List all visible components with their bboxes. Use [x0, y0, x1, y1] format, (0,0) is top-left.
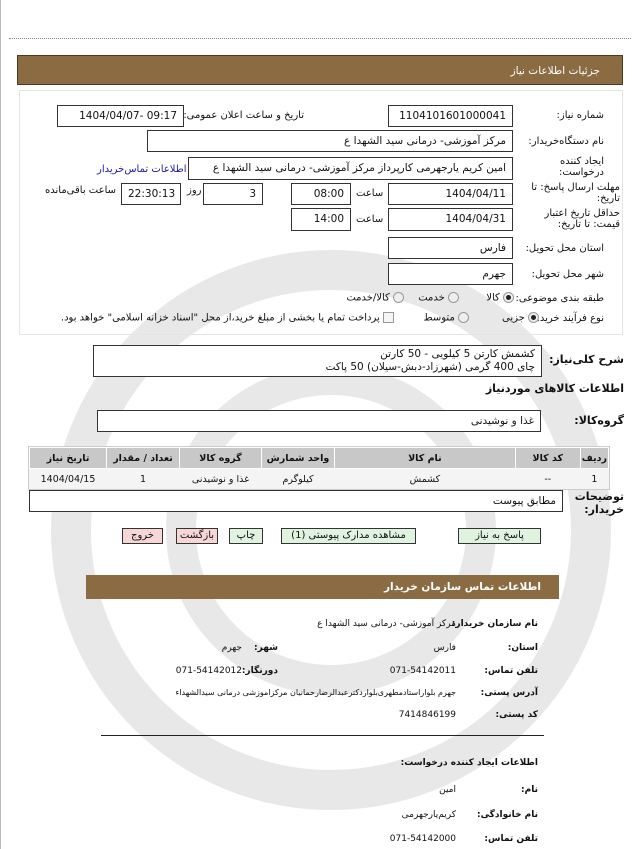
radio-icon[interactable]: [393, 292, 404, 303]
remaining-label: ساعت باقی‌مانده: [45, 185, 117, 196]
column-header: واحد شمارش: [261, 447, 335, 469]
creator-phone-label: تلفن تماس:: [484, 834, 538, 844]
summary-line: چای 400 گرمی (شهرزاد-دبش-سیلان) 50 پاکت: [325, 361, 535, 373]
notes-label: توضیحات خریدار:: [574, 490, 624, 516]
category-label: طبقه بندی موضوعی:: [515, 293, 604, 304]
deadline-time-label: ساعت: [356, 188, 384, 199]
buyer-contact-link[interactable]: اطلاعات تماس‌خریدار: [97, 164, 187, 175]
table-cell: --: [515, 468, 581, 489]
remaining-field: 22:30:13: [121, 183, 181, 205]
contact-province-label: استان:: [507, 643, 538, 653]
column-header: گروه کالا: [179, 447, 262, 469]
buyer-org-field: مرکز آموزشی- درمانی سید الشهدا ع: [147, 130, 513, 152]
checkbox-icon[interactable]: [383, 312, 394, 323]
contact-org-label: نام سازمان خریدار:: [451, 619, 538, 629]
buyer-org-label: نام دستگاه‌خریدار:: [528, 136, 604, 147]
creator-name-label: نام:: [521, 785, 538, 795]
reply-button[interactable]: پاسخ به نیاز: [458, 528, 541, 544]
summary-line: کشمش کارتن 5 کیلویی - 50 کارتن: [380, 348, 535, 360]
contact-postal-label: کد پستی:: [495, 710, 538, 720]
contact-address-label: آدرس پستی:: [480, 688, 538, 698]
table-cell: کیلوگرم: [261, 468, 335, 489]
radio-icon[interactable]: [448, 292, 459, 303]
radio-icon[interactable]: [458, 312, 469, 323]
announce-label: تاریخ و ساعت اعلان عمومی:: [183, 110, 304, 121]
category-option-both[interactable]: کالا/خدمت: [346, 292, 404, 304]
creator-name: امین: [439, 785, 456, 795]
divider: [101, 735, 544, 736]
goods-table: ردیف کد کالا نام کالا واحد شمارش گروه کا…: [28, 446, 610, 490]
view-attachments-button[interactable]: مشاهده مدارک پیوستی (1): [281, 528, 416, 544]
radio-icon[interactable]: [503, 292, 514, 303]
contact-postal: 7414846199: [398, 710, 456, 720]
table-row: 1 -- کشمش کیلوگرم غذا و نوشیدنی 1 1404/0…: [29, 468, 609, 489]
print-button[interactable]: چاپ: [229, 528, 263, 544]
need-number-field: 1104101601000041: [388, 105, 513, 127]
contact-city-label: شهر:: [254, 643, 278, 653]
summary-label: شرح کلی‌نیاز:: [549, 353, 624, 366]
creator-info-title: اطلاعات ایجاد کننده درخواست:: [400, 758, 538, 768]
province-field: فارس: [388, 237, 513, 259]
contact-province: فارس: [433, 643, 456, 653]
contact-section-header: اطلاعات تماس سازمان خریدار: [86, 575, 559, 599]
creator-family: کریم‌یارجهرمی: [401, 810, 456, 820]
table-cell: کشمش: [334, 468, 516, 489]
contact-phone: 071-54142011: [389, 666, 456, 676]
creator-phone: 071-54142000: [389, 834, 456, 844]
contact-fax: 071-54142012: [175, 666, 242, 676]
deadline-time-field: 08:00: [291, 183, 351, 205]
column-header: تاریخ نیاز: [29, 447, 107, 469]
column-header: ردیف: [579, 447, 610, 469]
summary-field: کشمش کارتن 5 کیلویی - 50 کارتن چای 400 گ…: [93, 345, 542, 377]
column-header: کد کالا: [514, 447, 581, 469]
exit-button[interactable]: خروج: [122, 528, 163, 544]
column-header: تعداد / مقدار: [106, 447, 180, 469]
page-header: جزئیات اطلاعات نیاز: [17, 55, 623, 85]
contact-org: مرکز آموزشی- درمانی سید الشهدا ع: [317, 619, 456, 629]
column-header: نام کالا: [334, 447, 516, 469]
creator-label: ایجاد کننده درخواست:: [559, 156, 604, 178]
table-cell: غذا و نوشیدنی: [179, 468, 262, 489]
contact-city: جهرم: [221, 643, 242, 653]
validity-time-field: 14:00: [291, 208, 351, 231]
table-cell: 1404/04/15: [29, 468, 107, 489]
creator-family-label: نام خانوادگی:: [476, 810, 538, 820]
payment-note: پرداخت تمام یا بخشی از مبلغ خرید،از محل …: [60, 312, 380, 324]
contact-address: جهرم بلواراستادمطهری‌بلواردکترعبدالرضارح…: [175, 688, 456, 697]
days-field: 3: [203, 183, 263, 205]
table-cell: 1: [580, 468, 609, 489]
notes-field: مطابق پیوست: [29, 490, 563, 512]
days-label: روز: [187, 185, 202, 196]
table-cell: 1: [106, 468, 180, 489]
radio-icon[interactable]: [528, 312, 539, 323]
treasury-payment-checkbox[interactable]: پرداخت تمام یا بخشی از مبلغ خرید،از محل …: [61, 312, 394, 324]
city-label: شهر محل تحویل:: [531, 269, 604, 280]
process-option-minor[interactable]: جزیی: [502, 312, 539, 324]
contact-fax-label: دورنگار:: [241, 666, 278, 676]
need-details-panel: [19, 90, 623, 335]
validity-date-field: 1404/04/31: [388, 208, 513, 231]
goods-section-title: اطلاعات کالاهای موردنیاز: [485, 382, 624, 395]
deadline-label: مهلت ارسال پاسخ: تا تاریخ:: [531, 182, 620, 204]
category-option-goods[interactable]: کالا: [486, 292, 514, 304]
need-number-label: شماره نیاز:: [556, 110, 605, 121]
process-option-medium[interactable]: متوسط: [423, 312, 469, 324]
validity-time-label: ساعت: [356, 214, 384, 225]
announce-field: 1404/04/07- 09:17: [57, 105, 184, 127]
divider: [9, 38, 631, 39]
validity-label: حداقل تاریخ اعتبار قیمت: تا تاریخ:: [544, 208, 620, 230]
goods-group-label: گروه‌کالا:: [574, 414, 624, 427]
creator-field: امین کریم یارجهرمی کارپرداز مرکز آموزشی-…: [188, 157, 513, 180]
province-label: استان محل تحویل:: [525, 243, 604, 254]
goods-group-field: غذا و نوشیدنی: [97, 410, 541, 432]
contact-phone-label: تلفن تماس:: [484, 666, 538, 676]
process-label: نوع فرآیند خرید:: [536, 313, 605, 324]
back-button[interactable]: بازگشت: [176, 528, 218, 544]
deadline-date-field: 1404/04/11: [388, 183, 513, 205]
city-field: جهرم: [388, 263, 513, 285]
category-option-service[interactable]: خدمت: [418, 292, 459, 304]
